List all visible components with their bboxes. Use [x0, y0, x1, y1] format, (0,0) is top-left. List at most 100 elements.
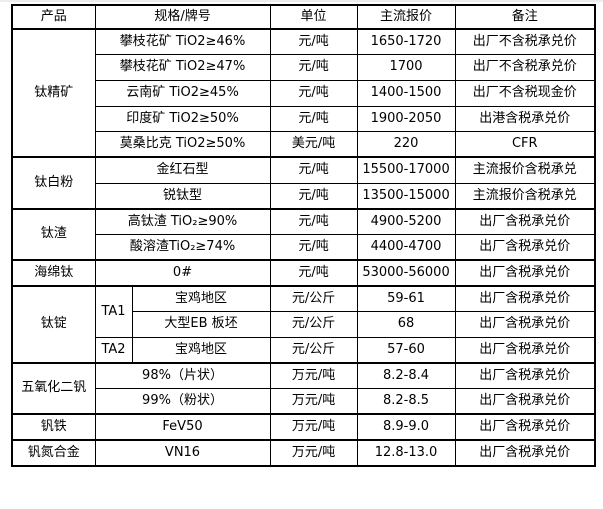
- unit-cell: 万元/吨: [269, 439, 358, 467]
- price-cell: 57-60: [356, 336, 456, 364]
- unit-cell: 美元/吨: [269, 131, 358, 158]
- unit-cell: 万元/吨: [269, 361, 358, 390]
- price-cell: 1900-2050: [356, 105, 456, 133]
- unit-cell: 元/吨: [269, 207, 358, 235]
- spec-cell: 云南矿 TiO2≥45%: [94, 79, 271, 107]
- note-cell: CFR: [454, 131, 596, 158]
- price-cell: 1400-1500: [356, 79, 456, 107]
- header-note: 备注: [454, 4, 596, 30]
- note-cell: 出厂含税承兑价: [454, 259, 596, 287]
- product-cell: 钛精矿: [11, 27, 96, 158]
- note-cell: 主流报价含税承兑: [454, 182, 596, 210]
- unit-cell: 万元/吨: [269, 413, 358, 441]
- table-row: 钛白粉 金红石型 元/吨 15500-17000 主流报价含税承兑: [11, 156, 596, 210]
- unit-cell: 元/吨: [269, 79, 358, 107]
- spec-cell: VN16: [94, 439, 271, 467]
- grade-cell: TA1: [94, 284, 133, 338]
- spec-cell: 0#: [94, 259, 271, 287]
- grade-cell: TA2: [94, 336, 133, 364]
- price-cell: 220: [356, 131, 456, 158]
- unit-cell: 元/公斤: [269, 311, 358, 338]
- table-row: 钛精矿 攀枝花矿 TiO2≥46% 元/吨 1650-1720 出厂不含税承兑价: [11, 27, 596, 158]
- note-cell: 出厂含税承兑价: [454, 311, 596, 338]
- product-cell: 钛白粉: [11, 156, 96, 210]
- table-row: 攀枝花矿 TiO2≥47% 元/吨 1700 出厂不含税承兑价: [12, 54, 596, 81]
- spec-cell: 酸溶渣TiO₂≥74%: [94, 234, 271, 261]
- unit-cell: 元/吨: [269, 156, 358, 184]
- price-cell: 8.2-8.5: [356, 388, 456, 415]
- note-cell: 出厂含税承兑价: [454, 361, 596, 390]
- unit-cell: 元/吨: [269, 234, 358, 261]
- note-cell: 出厂不含税现金价: [454, 79, 596, 107]
- note-cell: 出港含税承兑价: [454, 105, 596, 133]
- spec-cell: 大型EB 板坯: [131, 311, 271, 338]
- spec-cell: 宝鸡地区: [131, 336, 271, 364]
- header-unit: 单位: [269, 4, 358, 30]
- unit-cell: 元/吨: [269, 105, 358, 133]
- price-cell: 1650-1720: [356, 28, 456, 56]
- price-cell: 12.8-13.0: [356, 439, 456, 467]
- unit-cell: 元/公斤: [269, 336, 358, 364]
- product-cell: 海绵钛: [11, 259, 96, 287]
- spec-cell: FeV50: [94, 413, 271, 441]
- table-row: 钛渣 高钛渣 TiO₂≥90% 元/吨 4900-5200 出厂含税承兑价: [11, 207, 596, 261]
- price-table: 产品 规格/牌号 单位 主流报价 备注 钛精矿 攀枝花矿 TiO2≥46% 元/…: [11, 4, 597, 467]
- price-cell: 8.9-9.0: [356, 413, 456, 441]
- page-top-edge: [0, 0, 603, 2]
- price-cell: 4400-4700: [356, 234, 456, 261]
- note-cell: 出厂含税承兑价: [454, 207, 596, 235]
- product-cell: 钛锭: [11, 284, 96, 364]
- price-cell: 53000-56000: [356, 259, 456, 287]
- price-cell: 4900-5200: [356, 207, 456, 235]
- spec-cell: 莫桑比克 TiO2≥50%: [94, 131, 271, 158]
- price-cell: 68: [356, 311, 456, 338]
- table-row: 莫桑比克 TiO2≥50% 美元/吨 220 CFR: [12, 131, 596, 158]
- unit-cell: 元/吨: [269, 259, 358, 287]
- product-cell: 五氧化二钒: [11, 361, 96, 415]
- spec-cell: 印度矿 TiO2≥50%: [94, 105, 271, 133]
- table-row: 钛锭 TA1 宝鸡地区 元/公斤 59-61 出厂含税承兑价: [11, 284, 596, 364]
- table-row: 大型EB 板坯 元/公斤 68 出厂含税承兑价: [12, 311, 596, 338]
- price-cell: 15500-17000: [356, 156, 456, 184]
- note-cell: 出厂含税承兑价: [454, 234, 596, 261]
- table-row: 海绵钛 0# 元/吨 53000-56000 出厂含税承兑价: [11, 259, 596, 287]
- spec-cell: 宝鸡地区: [131, 284, 271, 313]
- note-cell: 出厂含税承兑价: [454, 336, 596, 364]
- product-cell: 钒氮合金: [11, 439, 96, 467]
- price-cell: 13500-15000: [356, 182, 456, 210]
- table-row: 钒氮合金 VN16 万元/吨 12.8-13.0 出厂含税承兑价: [11, 439, 596, 467]
- table-row: TA2 宝鸡地区 元/公斤 57-60 出厂含税承兑价: [12, 336, 596, 364]
- note-cell: 出厂含税承兑价: [454, 388, 596, 415]
- header-spec: 规格/牌号: [94, 4, 271, 30]
- table-row: 99%（粉状） 万元/吨 8.2-8.5 出厂含税承兑价: [12, 388, 596, 415]
- note-cell: 出厂不含税承兑价: [454, 28, 596, 56]
- note-cell: 出厂含税承兑价: [454, 413, 596, 441]
- spec-cell: 98%（片状）: [94, 361, 271, 390]
- unit-cell: 万元/吨: [269, 388, 358, 415]
- product-cell: 钒铁: [11, 413, 96, 441]
- header-price: 主流报价: [356, 4, 456, 30]
- price-cell: 59-61: [356, 284, 456, 313]
- table-row: 锐钛型 元/吨 13500-15000 主流报价含税承兑: [12, 182, 596, 210]
- note-cell: 出厂含税承兑价: [454, 439, 596, 467]
- spec-cell: 99%（粉状）: [94, 388, 271, 415]
- price-cell: 8.2-8.4: [356, 361, 456, 390]
- spec-cell: 锐钛型: [94, 182, 271, 210]
- table-row: 酸溶渣TiO₂≥74% 元/吨 4400-4700 出厂含税承兑价: [12, 234, 596, 261]
- spec-cell: 攀枝花矿 TiO2≥46%: [94, 28, 271, 56]
- price-cell: 1700: [356, 54, 456, 81]
- header-row: 产品 规格/牌号 单位 主流报价 备注: [11, 4, 596, 30]
- header-product: 产品: [11, 4, 96, 30]
- unit-cell: 元/公斤: [269, 284, 358, 313]
- spec-cell: 金红石型: [94, 156, 271, 184]
- spec-cell: 攀枝花矿 TiO2≥47%: [94, 54, 271, 81]
- note-cell: 出厂不含税承兑价: [454, 54, 596, 81]
- unit-cell: 元/吨: [269, 182, 358, 210]
- table-row: 云南矿 TiO2≥45% 元/吨 1400-1500 出厂不含税现金价: [12, 79, 596, 107]
- product-cell: 钛渣: [11, 207, 96, 261]
- spec-cell: 高钛渣 TiO₂≥90%: [94, 207, 271, 235]
- table-row: 五氧化二钒 98%（片状） 万元/吨 8.2-8.4 出厂含税承兑价: [11, 361, 596, 415]
- table-row: 钒铁 FeV50 万元/吨 8.9-9.0 出厂含税承兑价: [11, 413, 596, 441]
- note-cell: 主流报价含税承兑: [454, 156, 596, 184]
